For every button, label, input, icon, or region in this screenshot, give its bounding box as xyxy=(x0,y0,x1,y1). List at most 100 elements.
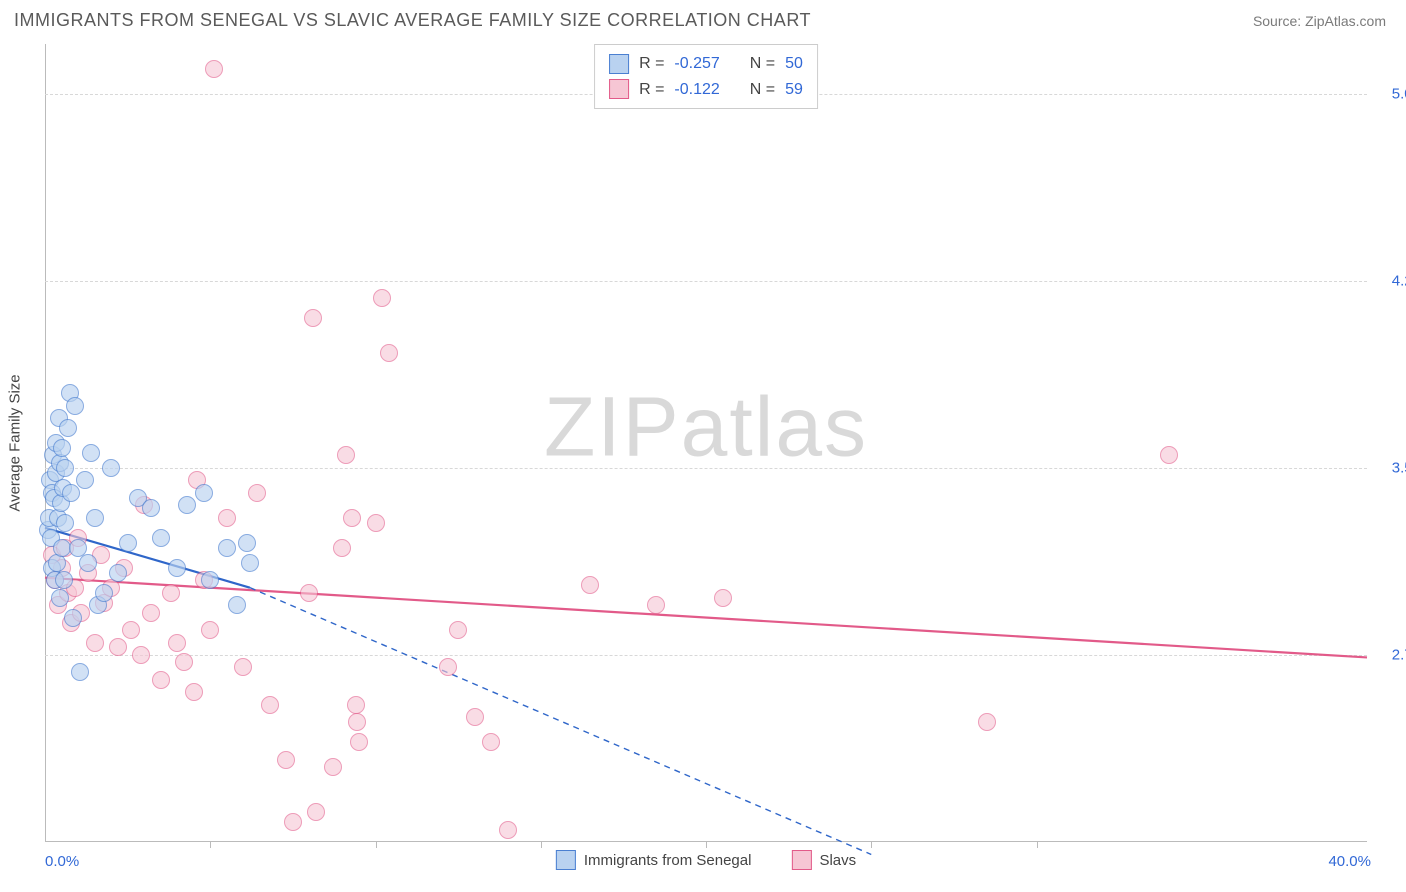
y-tick-label: 3.50 xyxy=(1392,459,1406,476)
n-value-senegal: 50 xyxy=(785,51,803,77)
legend-row-senegal: R = -0.257 N = 50 xyxy=(609,51,803,77)
data-point-slavs xyxy=(581,576,599,594)
legend-item-senegal: Immigrants from Senegal xyxy=(556,850,752,870)
data-point-slavs xyxy=(132,646,150,664)
data-point-slavs xyxy=(284,813,302,831)
data-point-senegal xyxy=(56,459,74,477)
correlation-legend: R = -0.257 N = 50 R = -0.122 N = 59 xyxy=(594,44,818,109)
data-point-slavs xyxy=(347,696,365,714)
y-tick-label: 5.00 xyxy=(1392,85,1406,102)
data-point-slavs xyxy=(343,509,361,527)
data-point-senegal xyxy=(142,499,160,517)
data-point-slavs xyxy=(350,733,368,751)
data-point-slavs xyxy=(324,758,342,776)
r-label: R = xyxy=(639,51,664,77)
data-point-slavs xyxy=(122,621,140,639)
data-point-senegal xyxy=(66,397,84,415)
data-point-slavs xyxy=(175,653,193,671)
legend-label-senegal: Immigrants from Senegal xyxy=(584,852,752,869)
data-point-slavs xyxy=(978,713,996,731)
data-point-slavs xyxy=(185,683,203,701)
legend-item-slavs: Slavs xyxy=(791,850,856,870)
data-point-senegal xyxy=(195,484,213,502)
r-label: R = xyxy=(639,77,664,103)
data-point-slavs xyxy=(248,484,266,502)
x-min-label: 0.0% xyxy=(45,853,79,870)
data-point-slavs xyxy=(142,604,160,622)
data-point-senegal xyxy=(119,534,137,552)
swatch-senegal xyxy=(609,54,629,74)
data-point-slavs xyxy=(714,589,732,607)
data-point-senegal xyxy=(95,584,113,602)
x-tick xyxy=(1037,842,1038,848)
data-point-slavs xyxy=(261,696,279,714)
data-point-senegal xyxy=(201,571,219,589)
data-point-slavs xyxy=(337,446,355,464)
data-point-senegal xyxy=(71,663,89,681)
data-point-slavs xyxy=(307,803,325,821)
data-point-slavs xyxy=(168,634,186,652)
data-point-slavs xyxy=(333,539,351,557)
data-point-slavs xyxy=(449,621,467,639)
data-point-slavs xyxy=(367,514,385,532)
series-legend: Immigrants from Senegal Slavs xyxy=(556,850,856,870)
data-point-slavs xyxy=(205,60,223,78)
data-point-senegal xyxy=(168,559,186,577)
data-point-slavs xyxy=(380,344,398,362)
data-point-slavs xyxy=(152,671,170,689)
data-point-senegal xyxy=(228,596,246,614)
chart-header: IMMIGRANTS FROM SENEGAL VS SLAVIC AVERAG… xyxy=(0,0,1406,37)
data-point-slavs xyxy=(348,713,366,731)
data-point-slavs xyxy=(277,751,295,769)
y-tick-label: 2.75 xyxy=(1392,646,1406,663)
data-point-slavs xyxy=(86,634,104,652)
data-point-senegal xyxy=(64,609,82,627)
swatch-senegal-icon xyxy=(556,850,576,870)
data-point-slavs xyxy=(499,821,517,839)
data-point-senegal xyxy=(82,444,100,462)
x-tick xyxy=(541,842,542,848)
n-value-slavs: 59 xyxy=(785,77,803,103)
data-point-slavs xyxy=(466,708,484,726)
legend-row-slavs: R = -0.122 N = 59 xyxy=(609,77,803,103)
data-point-senegal xyxy=(56,514,74,532)
chart-title: IMMIGRANTS FROM SENEGAL VS SLAVIC AVERAG… xyxy=(14,10,811,31)
x-tick xyxy=(376,842,377,848)
data-point-senegal xyxy=(86,509,104,527)
swatch-slavs xyxy=(609,79,629,99)
y-tick-label: 4.25 xyxy=(1392,272,1406,289)
data-point-senegal xyxy=(152,529,170,547)
data-point-senegal xyxy=(178,496,196,514)
x-tick xyxy=(210,842,211,848)
data-point-slavs xyxy=(218,509,236,527)
n-label: N = xyxy=(750,77,775,103)
n-label: N = xyxy=(750,51,775,77)
data-point-slavs xyxy=(234,658,252,676)
source-prefix: Source: xyxy=(1253,13,1305,29)
trend-lines xyxy=(45,44,1367,842)
data-point-senegal xyxy=(76,471,94,489)
data-point-senegal xyxy=(102,459,120,477)
y-axis-label: Average Family Size xyxy=(7,374,24,511)
x-tick xyxy=(706,842,707,848)
x-max-label: 40.0% xyxy=(1328,853,1371,870)
data-point-slavs xyxy=(439,658,457,676)
source-name: ZipAtlas.com xyxy=(1305,13,1386,29)
data-point-slavs xyxy=(647,596,665,614)
data-point-senegal xyxy=(55,571,73,589)
swatch-slavs-icon xyxy=(791,850,811,870)
data-point-slavs xyxy=(201,621,219,639)
data-point-slavs xyxy=(482,733,500,751)
data-point-senegal xyxy=(59,419,77,437)
source-label: Source: ZipAtlas.com xyxy=(1253,13,1386,29)
data-point-senegal xyxy=(241,554,259,572)
legend-label-slavs: Slavs xyxy=(819,852,856,869)
r-value-senegal: -0.257 xyxy=(674,51,719,77)
data-point-slavs xyxy=(162,584,180,602)
data-point-senegal xyxy=(109,564,127,582)
data-point-slavs xyxy=(1160,446,1178,464)
data-point-senegal xyxy=(53,439,71,457)
data-point-slavs xyxy=(373,289,391,307)
data-point-senegal xyxy=(51,589,69,607)
data-point-senegal xyxy=(238,534,256,552)
